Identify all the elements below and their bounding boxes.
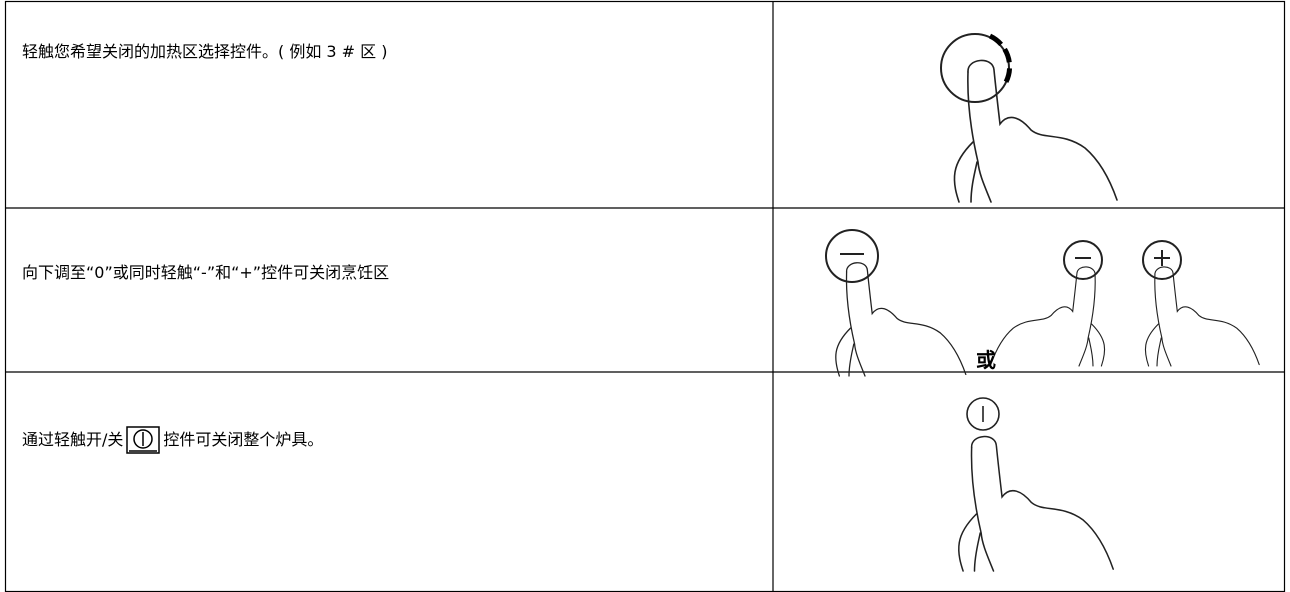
instruction-3-before: 通过轻触开/关 <box>22 430 124 449</box>
power-icon <box>126 426 161 454</box>
instruction-3: 通过轻触开/关 控件可关闭整个炉具。 <box>22 426 323 454</box>
touch-illustration-2 <box>825 229 1260 377</box>
instruction-3-after: 控件可关闭整个炉具。 <box>163 430 324 449</box>
instruction-2: 向下调至“0”或同时轻触“-”和“+”控件可关闭烹饪区 <box>22 263 390 282</box>
touch-illustration-3 <box>958 397 1114 572</box>
table-borders <box>4 0 1286 592</box>
touch-illustration-1 <box>940 33 1118 203</box>
or-label: 或 <box>976 348 996 372</box>
instruction-1: 轻触您希望关闭的加热区选择控件。( 例如 3 # 区 ) <box>22 42 388 61</box>
